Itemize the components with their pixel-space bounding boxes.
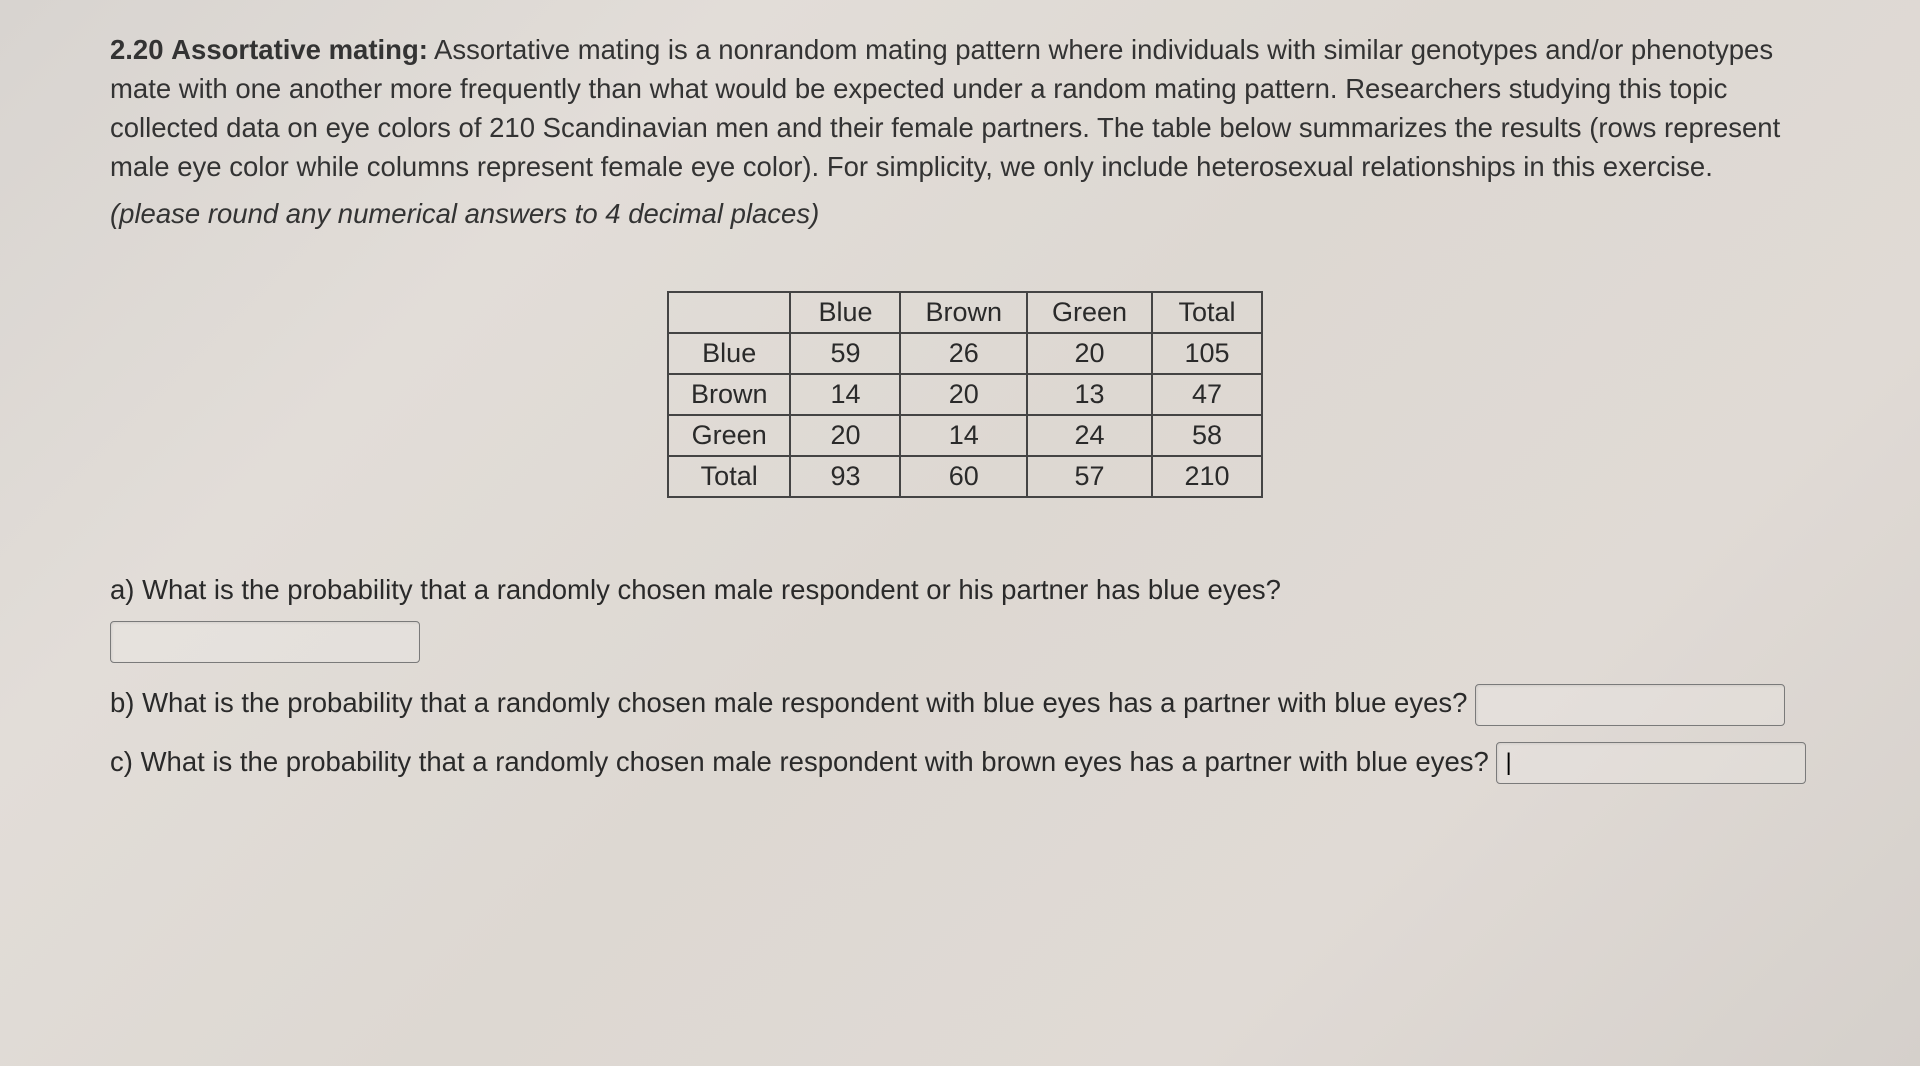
problem-number: 2.20 <box>110 34 164 65</box>
problem-statement: 2.20 Assortative mating: Assortative mat… <box>110 30 1820 186</box>
row-header: Total <box>668 456 791 497</box>
question-a: a) What is the probability that a random… <box>110 568 1820 663</box>
table-row: Blue 59 26 20 105 <box>668 333 1262 374</box>
table-row: Total 93 60 57 210 <box>668 456 1262 497</box>
table-cell: 14 <box>900 415 1027 456</box>
col-header: Green <box>1027 292 1152 333</box>
question-text: What is the probability that a randomly … <box>141 746 1489 777</box>
question-c: c) What is the probability that a random… <box>110 740 1820 785</box>
table-cell: 13 <box>1027 374 1152 415</box>
col-header: Brown <box>900 292 1027 333</box>
question-text: What is the probability that a randomly … <box>142 687 1467 718</box>
eye-color-table: Blue Brown Green Total Blue 59 26 20 105… <box>667 291 1263 498</box>
table-cell: 105 <box>1152 333 1262 374</box>
table-cell: 24 <box>1027 415 1152 456</box>
table-cell: 14 <box>790 374 900 415</box>
table-cell: 26 <box>900 333 1027 374</box>
problem-title: Assortative mating: <box>171 34 428 65</box>
table-row: Green 20 14 24 58 <box>668 415 1262 456</box>
row-header: Brown <box>668 374 791 415</box>
answer-input-b[interactable] <box>1475 684 1785 726</box>
table-cell: 20 <box>790 415 900 456</box>
table-cell: 47 <box>1152 374 1262 415</box>
table-cell: 59 <box>790 333 900 374</box>
answer-input-a[interactable] <box>110 621 420 663</box>
table-corner-cell <box>668 292 791 333</box>
question-label: a) <box>110 574 134 605</box>
table-cell: 60 <box>900 456 1027 497</box>
exercise-page: 2.20 Assortative mating: Assortative mat… <box>0 0 1920 828</box>
table-header-row: Blue Brown Green Total <box>668 292 1262 333</box>
table-row: Brown 14 20 13 47 <box>668 374 1262 415</box>
col-header: Total <box>1152 292 1262 333</box>
answer-input-c[interactable] <box>1496 742 1806 784</box>
rounding-note: (please round any numerical answers to 4… <box>110 194 1820 233</box>
table-cell: 20 <box>1027 333 1152 374</box>
question-label: b) <box>110 687 134 718</box>
table-cell: 93 <box>790 456 900 497</box>
row-header: Green <box>668 415 791 456</box>
row-header: Blue <box>668 333 791 374</box>
table-cell: 20 <box>900 374 1027 415</box>
table-cell: 58 <box>1152 415 1262 456</box>
table-cell: 57 <box>1027 456 1152 497</box>
question-text: What is the probability that a randomly … <box>142 574 1281 605</box>
data-table-wrapper: Blue Brown Green Total Blue 59 26 20 105… <box>110 291 1820 498</box>
question-label: c) <box>110 746 133 777</box>
question-b: b) What is the probability that a random… <box>110 681 1820 726</box>
col-header: Blue <box>790 292 900 333</box>
table-cell: 210 <box>1152 456 1262 497</box>
